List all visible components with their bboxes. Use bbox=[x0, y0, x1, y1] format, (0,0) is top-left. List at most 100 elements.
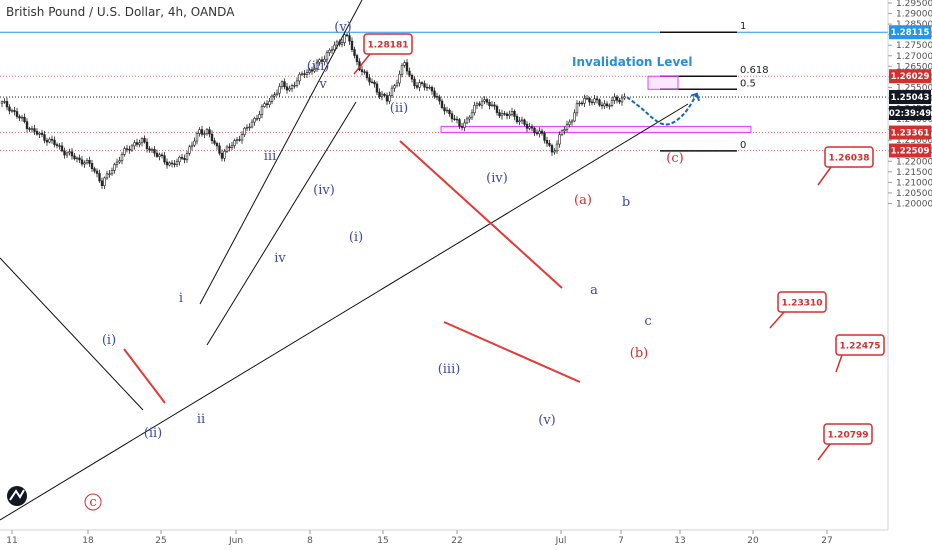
candle-body bbox=[38, 132, 41, 135]
candle-body bbox=[383, 93, 386, 96]
candle-body bbox=[525, 124, 529, 129]
candle-body bbox=[535, 132, 539, 135]
candle-body bbox=[20, 116, 24, 119]
candle-body bbox=[88, 159, 91, 164]
red-wedge-bottom bbox=[443, 321, 581, 383]
candle-body bbox=[210, 133, 214, 142]
candle-body bbox=[258, 114, 261, 119]
candle-body bbox=[443, 107, 446, 112]
wave-label: i bbox=[179, 291, 183, 306]
candle-body bbox=[103, 177, 106, 186]
candle-body bbox=[438, 96, 441, 102]
candle-body bbox=[105, 173, 109, 179]
y-tick-label: 1.21500 bbox=[896, 168, 932, 178]
candle-body bbox=[198, 129, 201, 134]
candle-body bbox=[143, 138, 146, 143]
x-tick-label: 18 bbox=[82, 536, 94, 546]
candle-body bbox=[510, 111, 514, 115]
candle-body bbox=[260, 106, 264, 115]
candle-body bbox=[230, 145, 234, 148]
wave-label: b bbox=[622, 195, 630, 210]
candle-body bbox=[418, 82, 421, 88]
chart-title: British Pound / U.S. Dollar, 4h, OANDA bbox=[6, 5, 235, 19]
candle-body bbox=[280, 81, 284, 87]
candle-body bbox=[95, 170, 99, 174]
candle-body bbox=[398, 73, 401, 84]
candle-body bbox=[238, 139, 241, 141]
candle-body bbox=[160, 154, 164, 157]
candle-body bbox=[310, 69, 314, 72]
y-axis-panel[interactable] bbox=[888, 0, 932, 530]
candle-body bbox=[498, 112, 501, 117]
candle-body bbox=[45, 140, 49, 143]
candle-body bbox=[98, 173, 101, 182]
candle-body bbox=[365, 71, 369, 79]
candle-body bbox=[590, 101, 594, 104]
candle-body bbox=[583, 98, 586, 104]
candle-body bbox=[540, 130, 544, 134]
wave-label-red: (c) bbox=[666, 151, 683, 166]
candle-body bbox=[550, 145, 554, 153]
upper-channel-outer bbox=[199, 0, 363, 305]
candle-body bbox=[458, 119, 461, 127]
x-tick-label: 8 bbox=[307, 536, 313, 546]
candle-body bbox=[408, 70, 411, 76]
x-tick-label: 7 bbox=[618, 536, 624, 546]
candle-body bbox=[175, 161, 179, 165]
candle-body bbox=[405, 62, 409, 72]
callout-label: 1.26038 bbox=[829, 154, 870, 164]
candle-body bbox=[205, 129, 209, 135]
price-tag-label: 1.23361 bbox=[891, 129, 930, 139]
candle-body bbox=[118, 160, 121, 163]
candle-body bbox=[18, 116, 21, 119]
wave-label: (v) bbox=[334, 20, 352, 35]
y-tick-label: 1.29000 bbox=[896, 10, 932, 20]
candle-body bbox=[283, 81, 286, 88]
candle-body bbox=[515, 116, 519, 123]
callout-pointer bbox=[817, 443, 831, 461]
candle-body bbox=[478, 103, 481, 106]
candle-body bbox=[188, 146, 191, 154]
x-axis-ticks: 11 18 25 Jun 8 15 22 Jul 7 13 20 27 bbox=[6, 530, 833, 546]
price-tag bbox=[889, 106, 931, 121]
candle-body bbox=[373, 81, 376, 85]
candle-body bbox=[285, 86, 289, 91]
candle-body bbox=[295, 80, 299, 86]
candle-body bbox=[448, 109, 451, 115]
y-tick-label: 1.22000 bbox=[896, 157, 932, 167]
candle-body bbox=[605, 103, 609, 107]
candle-body bbox=[505, 113, 509, 117]
wave-label: (ii) bbox=[390, 101, 408, 116]
downtrend-line bbox=[0, 257, 144, 411]
candle-body bbox=[15, 111, 19, 117]
candle-body bbox=[600, 104, 604, 107]
wave-label: (iv) bbox=[313, 183, 335, 198]
candle-body bbox=[170, 162, 174, 165]
callout-label: 1.20799 bbox=[828, 431, 869, 441]
candle-body bbox=[128, 148, 131, 151]
candle-body bbox=[35, 131, 39, 135]
candle-body bbox=[335, 41, 339, 46]
candle-body bbox=[63, 150, 66, 156]
candle-body bbox=[480, 100, 484, 106]
x-tick-label: 27 bbox=[821, 536, 832, 546]
candle-body bbox=[48, 138, 51, 143]
candle-body bbox=[138, 142, 141, 145]
candle-body bbox=[598, 99, 601, 106]
candle-body bbox=[313, 68, 316, 72]
x-tick-label: 11 bbox=[6, 536, 17, 546]
wave-label-red: c bbox=[89, 495, 96, 510]
fib-label: 0.5 bbox=[740, 78, 756, 89]
candle-body bbox=[623, 96, 626, 99]
callout-pointer bbox=[353, 53, 371, 75]
candle-body bbox=[223, 151, 226, 159]
invalidation-label: Invalidation Level bbox=[572, 55, 693, 69]
candle-body bbox=[588, 98, 591, 103]
candle-body bbox=[253, 118, 256, 123]
candle-body bbox=[75, 157, 79, 160]
x-tick-label: Jun bbox=[228, 536, 243, 546]
callout-box bbox=[835, 334, 885, 356]
candle-body bbox=[620, 97, 624, 103]
